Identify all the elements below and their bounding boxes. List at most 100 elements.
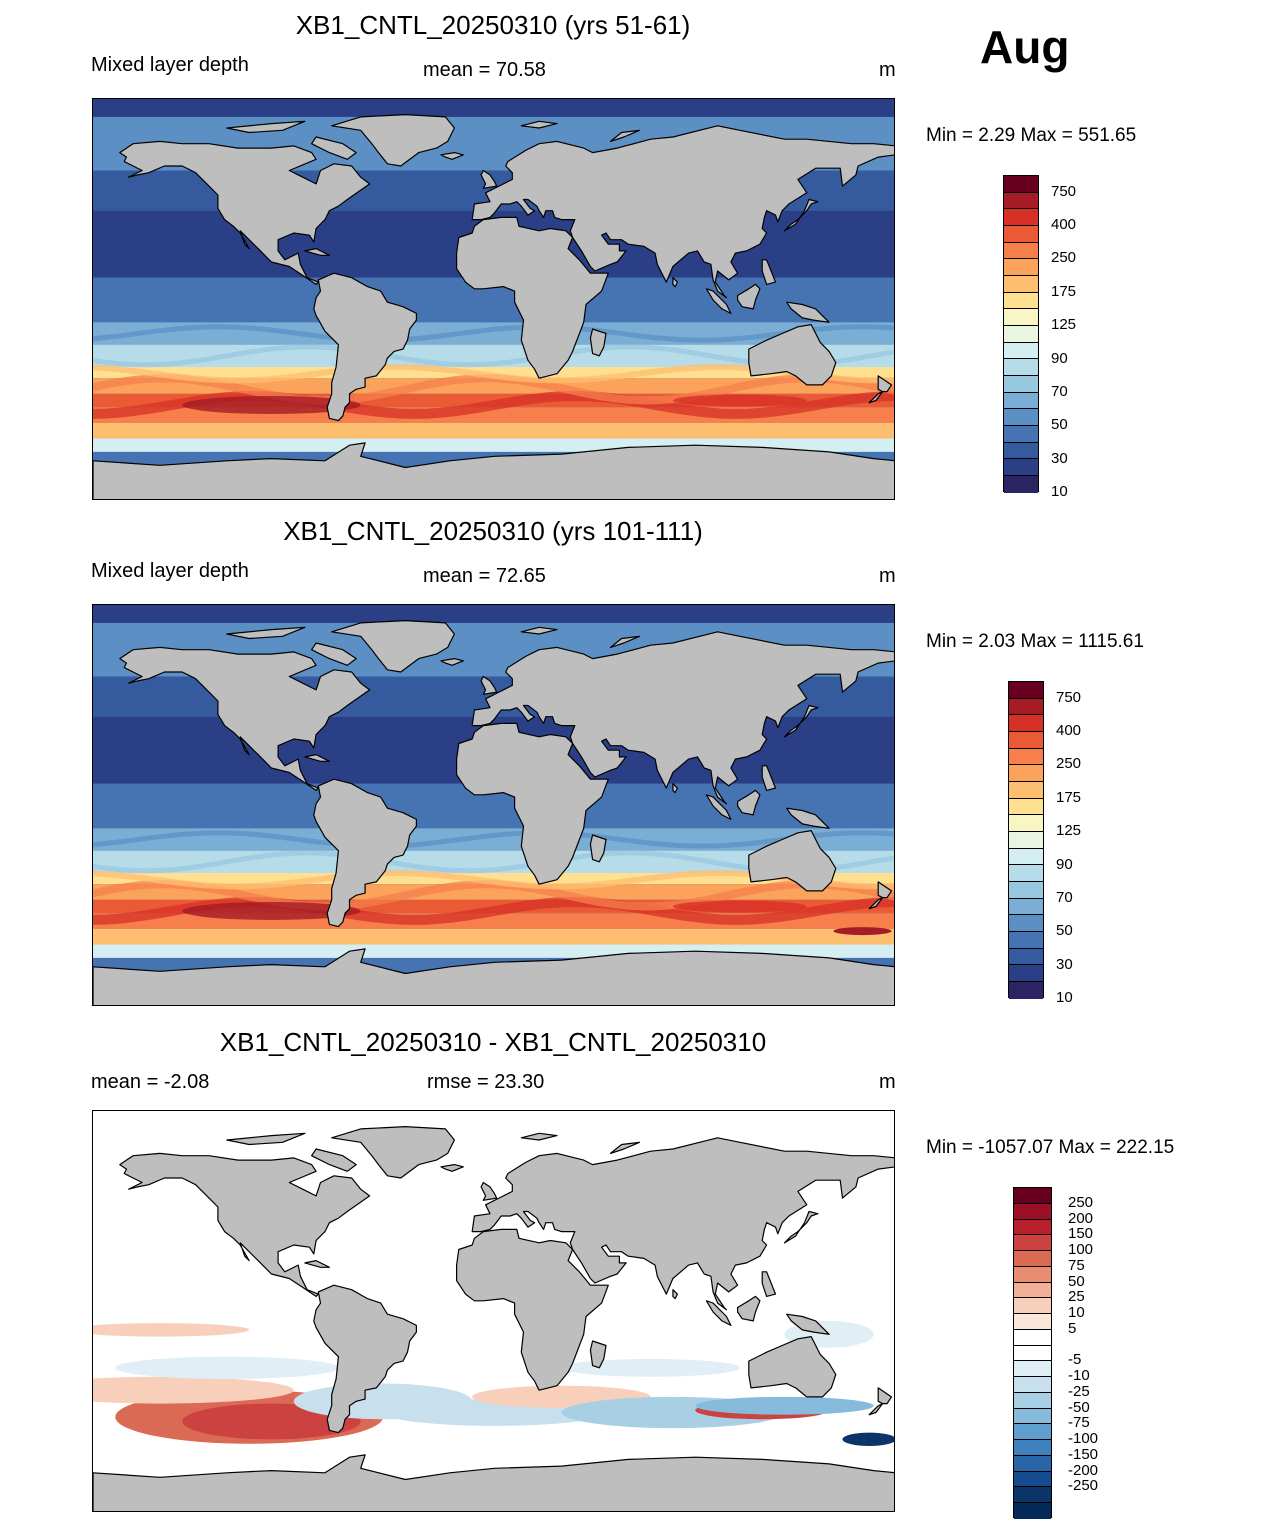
colorbar-swatch bbox=[1004, 309, 1038, 327]
colorbar-swatch bbox=[1014, 1298, 1051, 1314]
colorbar-swatch bbox=[1009, 715, 1043, 733]
colorbar-swatch bbox=[1009, 748, 1043, 766]
colorbar-label: 750 bbox=[1051, 182, 1077, 200]
landmass-baffin bbox=[311, 642, 357, 666]
colorbar: 750 400 250 175 125 90 70 50 30 10 bbox=[1003, 175, 1076, 500]
landmass-uk bbox=[480, 1181, 498, 1201]
colorbar-swatch bbox=[1014, 1266, 1051, 1283]
landmass-newGuinea bbox=[786, 807, 830, 829]
landmass-africa bbox=[456, 1228, 609, 1391]
colorbar-swatch bbox=[1009, 865, 1043, 883]
colorbar-label: 50 bbox=[1056, 922, 1073, 940]
colorbar-label: 70 bbox=[1051, 382, 1068, 400]
landmass-southAmerica bbox=[313, 778, 417, 928]
landmass-svalbard bbox=[520, 626, 558, 635]
landmass-northAmerica bbox=[119, 140, 371, 285]
landmass-japan bbox=[783, 704, 819, 738]
colorbar-label: 250 bbox=[1051, 249, 1077, 267]
colorbar-swatch bbox=[1009, 848, 1043, 866]
colorbar-swatch bbox=[1009, 832, 1043, 849]
colorbar-swatch bbox=[1014, 1251, 1051, 1267]
colorbar-label: 125 bbox=[1056, 822, 1082, 840]
landmass-australia bbox=[748, 830, 837, 892]
colorbar-swatch bbox=[1009, 932, 1043, 949]
landmass-borneo bbox=[736, 789, 761, 816]
panel-mean-label: mean = -2.08 bbox=[91, 1071, 210, 1093]
landmass-australia bbox=[748, 324, 837, 386]
colorbar-swatch bbox=[1014, 1487, 1051, 1503]
landmass-australia bbox=[748, 1336, 837, 1398]
colorbar-swatch bbox=[1014, 1440, 1051, 1456]
landmass-africa bbox=[456, 216, 609, 379]
colorbar: 250 200 150 100 75 50 25 10 5 -5 -10 -25 -50 -75 -100-… bbox=[1013, 1187, 1098, 1519]
landmass-newZealand bbox=[877, 1387, 893, 1405]
colorbar-label: 400 bbox=[1056, 722, 1082, 740]
colorbar-swatch bbox=[1014, 1188, 1051, 1204]
colorbar-label: 100 bbox=[1068, 1241, 1094, 1259]
landmass-uk bbox=[480, 675, 498, 695]
colorbar-label: 25 bbox=[1068, 1288, 1085, 1306]
colorbar-label: -25 bbox=[1068, 1382, 1090, 1400]
landmass-newZealand bbox=[877, 375, 893, 393]
colorbar-label: 30 bbox=[1051, 449, 1068, 467]
colorbar-swatch bbox=[1014, 1203, 1051, 1220]
landmass-newGuinea bbox=[786, 301, 830, 323]
colorbar-swatch bbox=[1009, 798, 1043, 816]
landmass-novaya bbox=[609, 635, 641, 649]
colorbar-label: 90 bbox=[1051, 349, 1068, 367]
landmass-antarctica bbox=[93, 948, 894, 1005]
colorbar-swatch bbox=[1009, 698, 1043, 716]
world-map bbox=[92, 604, 895, 1006]
colorbar-swatch bbox=[1009, 815, 1043, 833]
colorbar-swatch bbox=[1004, 292, 1038, 310]
month-label: Aug bbox=[980, 21, 1070, 73]
colorbar-label: 10 bbox=[1056, 989, 1073, 1006]
landmass-cuba bbox=[304, 248, 330, 256]
colorbar-swatch bbox=[1009, 898, 1043, 916]
colorbar-swatch bbox=[1014, 1282, 1051, 1299]
colorbar-label: 150 bbox=[1068, 1225, 1094, 1243]
colorbar-swatch bbox=[1004, 376, 1038, 393]
panel-units-label: m bbox=[879, 59, 896, 81]
colorbar-swatch bbox=[1004, 176, 1038, 193]
colorbar-swatch bbox=[1014, 1314, 1051, 1330]
colorbar-label: -75 bbox=[1068, 1414, 1090, 1432]
landmass-japan bbox=[783, 1210, 819, 1244]
landmass-arcticIslands bbox=[226, 1132, 306, 1146]
landmass-nzSouth bbox=[868, 391, 884, 404]
landmass-novaya bbox=[609, 1141, 641, 1155]
landmass-sumatra bbox=[705, 1300, 732, 1326]
landmass-philippines bbox=[761, 259, 777, 285]
panel-variable-label: Mixed layer depth bbox=[91, 54, 249, 76]
landmass-antarctica bbox=[93, 1454, 894, 1511]
colorbar-label: 50 bbox=[1051, 416, 1068, 434]
colorbar-swatches bbox=[1003, 175, 1039, 493]
colorbar-label: 400 bbox=[1051, 216, 1077, 234]
colorbar-swatch bbox=[1004, 359, 1038, 377]
landmass-sriLanka bbox=[672, 277, 679, 288]
landmass-borneo bbox=[736, 1295, 761, 1322]
min-max-label: Min = 2.29 Max = 551.65 bbox=[926, 125, 1137, 146]
landmass-iceland bbox=[440, 151, 464, 160]
colorbar-swatches bbox=[1008, 681, 1044, 999]
panel-mean-label: mean = 70.58 bbox=[423, 59, 546, 81]
landmass-iceland bbox=[440, 657, 464, 666]
landmass-baffin bbox=[311, 1148, 357, 1172]
colorbar-label: -50 bbox=[1068, 1398, 1090, 1416]
colorbar-label: 125 bbox=[1051, 316, 1077, 334]
colorbar-label: 250 bbox=[1068, 1193, 1094, 1211]
colorbar-swatch bbox=[1014, 1345, 1051, 1362]
colorbar-label: -150 bbox=[1068, 1445, 1099, 1463]
landmass-borneo bbox=[736, 283, 761, 310]
panel-variable-label: Mixed layer depth bbox=[91, 560, 249, 582]
panel-title: XB1_CNTL_20250310 (yrs 101-111) bbox=[283, 516, 703, 546]
colorbar-label: 10 bbox=[1068, 1304, 1085, 1322]
colorbar-swatch bbox=[1014, 1392, 1051, 1409]
landmass-eurasia bbox=[471, 631, 894, 805]
landmass-sumatra bbox=[705, 794, 732, 820]
colorbar-label: 90 bbox=[1056, 855, 1073, 873]
landmass-northAmerica bbox=[119, 646, 371, 791]
colorbar-swatch bbox=[1004, 426, 1038, 443]
world-map bbox=[92, 98, 895, 500]
colorbar-swatch bbox=[1014, 1361, 1051, 1377]
